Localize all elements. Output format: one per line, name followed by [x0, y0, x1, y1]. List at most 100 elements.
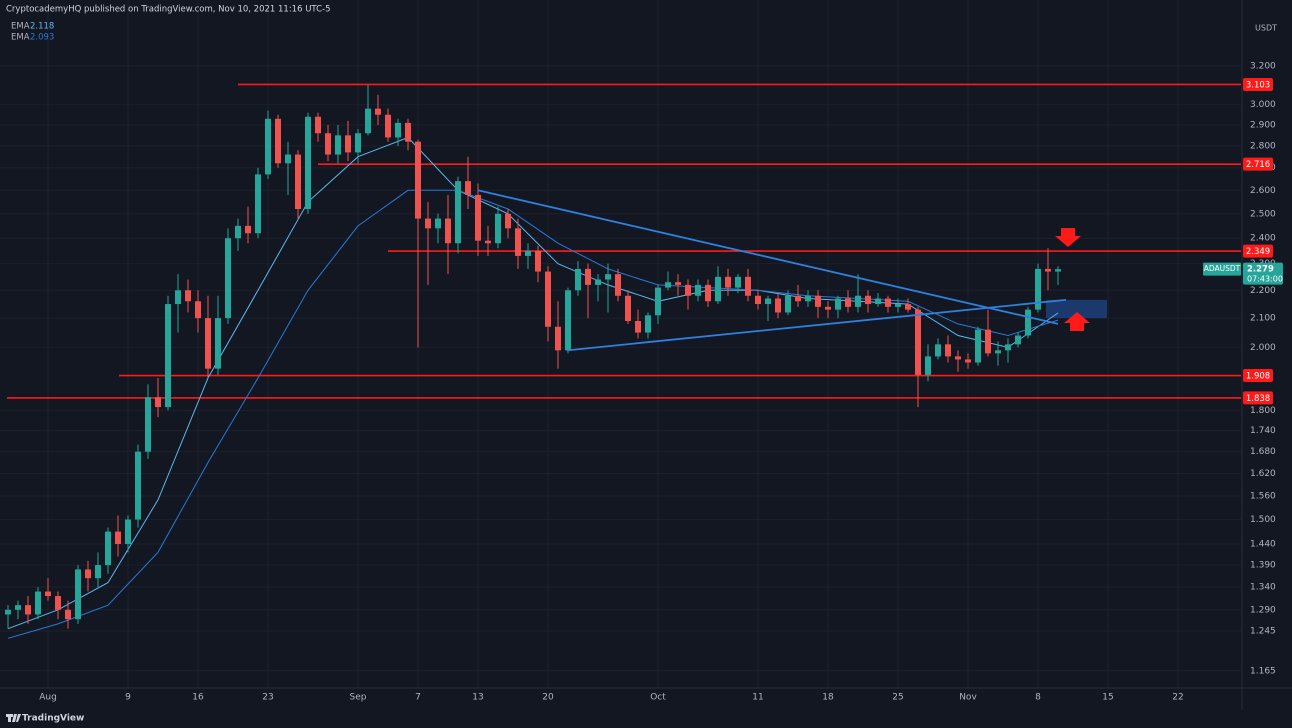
candle-body — [845, 298, 851, 307]
candle-body — [155, 397, 161, 408]
symbol-label-box — [1203, 262, 1241, 276]
candle-body — [735, 276, 741, 288]
candle-body — [225, 238, 231, 319]
candle-body — [985, 329, 991, 354]
candle-body — [765, 298, 771, 305]
candle-body — [215, 318, 221, 369]
y-tick-label: 2.100 — [1250, 314, 1276, 324]
candle-body — [305, 116, 311, 210]
candle-body — [635, 320, 641, 333]
candle-body — [875, 298, 881, 305]
candle-body — [95, 565, 101, 579]
candle-body — [65, 609, 71, 620]
candle-body — [265, 118, 271, 175]
footer-logo: TradingView — [6, 714, 84, 724]
candle-body — [545, 271, 551, 327]
y-tick-label: 2.400 — [1250, 234, 1276, 244]
candle-body — [275, 118, 281, 164]
candle-body — [365, 108, 371, 134]
x-tick-label: 9 — [125, 693, 131, 703]
candle-body — [485, 240, 491, 244]
y-tick-label: 1.165 — [1250, 666, 1276, 676]
candle-body — [385, 114, 391, 138]
x-tick-label: Nov — [959, 693, 977, 703]
candle-body — [35, 591, 41, 615]
candle-body — [195, 301, 201, 319]
candle-body — [575, 268, 581, 291]
level-label: 2.349 — [1246, 247, 1270, 257]
y-tick-label: 2.900 — [1250, 120, 1276, 130]
candle-body — [535, 250, 541, 272]
candle-body — [515, 228, 521, 256]
y-tick-label: 1.440 — [1250, 539, 1276, 549]
candle-body — [315, 116, 321, 134]
down-arrow — [1055, 228, 1081, 247]
candle-body — [1055, 269, 1061, 272]
candle-body — [205, 318, 211, 369]
candle-body — [395, 122, 401, 138]
candle-body — [645, 315, 651, 333]
legend-value: 2.093 — [30, 33, 54, 43]
trendline — [477, 189, 1059, 325]
candle-body — [115, 531, 121, 544]
y-tick-label: 1.245 — [1250, 627, 1276, 637]
y-tick-label: 2.200 — [1250, 286, 1276, 296]
last-price: 2.279 — [1247, 265, 1274, 275]
candle-body — [885, 298, 891, 307]
x-tick-label: Oct — [650, 693, 666, 703]
candle-body — [965, 359, 971, 363]
candle-body — [355, 133, 361, 153]
candle-body — [825, 306, 831, 310]
x-tick-label: 25 — [892, 693, 903, 703]
x-tick-label: 22 — [1172, 693, 1183, 703]
candle-body — [975, 329, 981, 363]
y-tick-label: 2.500 — [1250, 209, 1276, 219]
y-tick-label: 3.200 — [1250, 62, 1276, 72]
ema-line — [7, 189, 1059, 639]
candle-body — [625, 295, 631, 321]
candle-body — [405, 122, 411, 142]
candle-body — [425, 218, 431, 229]
level-label: 2.716 — [1246, 160, 1270, 170]
candle-body — [445, 218, 451, 244]
candle-body — [435, 218, 441, 229]
candle-body — [655, 287, 661, 316]
candle-body — [715, 276, 721, 302]
y-tick-label: 3.000 — [1250, 100, 1276, 110]
x-tick-label: 8 — [1035, 693, 1041, 703]
candle-body — [45, 591, 51, 597]
candle-body — [995, 350, 1001, 354]
level-label: 1.908 — [1246, 372, 1270, 382]
x-tick-label: 15 — [1102, 693, 1113, 703]
x-tick-label: Aug — [39, 693, 57, 703]
candle-body — [745, 276, 751, 296]
candle-body — [665, 282, 671, 288]
legend-name: EMA — [11, 33, 30, 43]
candle-body — [1015, 335, 1021, 345]
y-tick-label: 1.500 — [1250, 515, 1276, 525]
candle-body — [15, 605, 21, 610]
ema-line — [7, 136, 1059, 630]
candle-body — [165, 304, 171, 408]
candle-body — [495, 213, 501, 244]
highlight-zone — [1046, 299, 1107, 319]
header: CryptocademyHQ published on TradingView.… — [6, 5, 331, 15]
candle-body — [5, 609, 11, 615]
y-tick-label: 1.340 — [1250, 583, 1276, 593]
candle-body — [505, 213, 511, 229]
candle-body — [1025, 309, 1031, 336]
x-tick-label: 11 — [752, 693, 763, 703]
footer-text: TradingView — [22, 714, 84, 724]
candle-body — [1035, 268, 1041, 310]
candle-body — [125, 519, 131, 544]
candle-body — [525, 250, 531, 256]
candle-body — [815, 295, 821, 307]
trendline — [566, 298, 1067, 352]
x-tick-label: 20 — [542, 693, 554, 703]
level-label-box — [1243, 391, 1273, 405]
candle-body — [615, 274, 621, 296]
candle-body — [685, 284, 691, 296]
candle-body — [555, 326, 561, 351]
candle-body — [705, 284, 711, 302]
